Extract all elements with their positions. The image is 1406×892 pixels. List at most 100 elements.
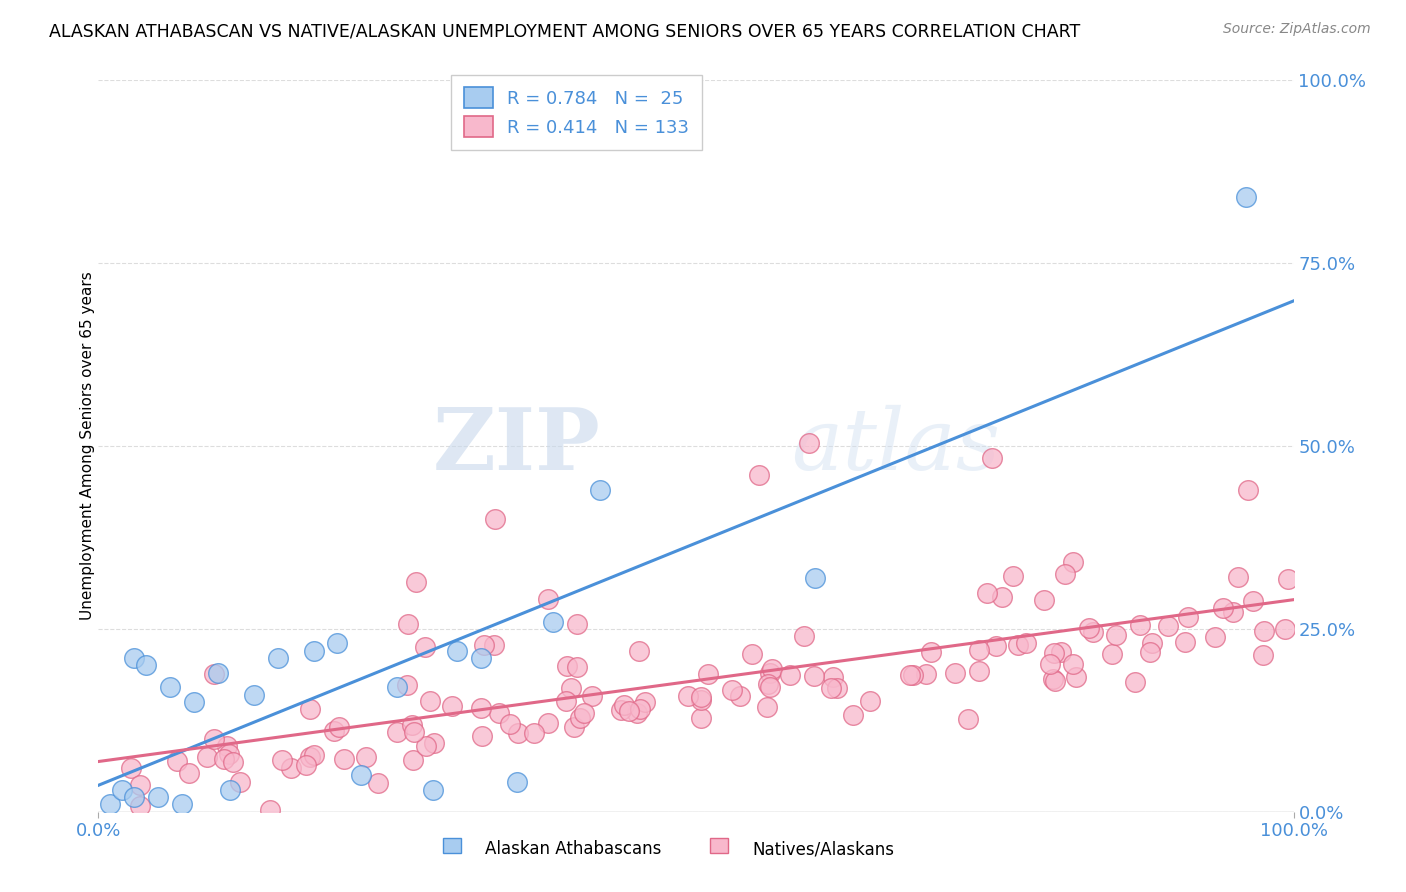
- Point: [628, 702, 651, 716]
- Point: [401, 753, 423, 767]
- Point: [298, 701, 321, 715]
- Point: [1001, 568, 1024, 582]
- Point: [506, 726, 529, 740]
- Point: [354, 750, 377, 764]
- Point: [488, 706, 510, 720]
- Point: [259, 803, 281, 817]
- Point: [821, 670, 844, 684]
- Point: [1139, 645, 1161, 659]
- Point: [690, 692, 713, 706]
- Point: [537, 716, 560, 731]
- Point: [915, 666, 938, 681]
- Point: [721, 683, 744, 698]
- Point: [1204, 631, 1226, 645]
- Point: [1053, 567, 1076, 582]
- Bar: [710, 838, 728, 853]
- Point: [986, 639, 1008, 653]
- Point: [1064, 670, 1087, 684]
- Point: [98, 797, 122, 812]
- Point: [617, 704, 640, 718]
- Point: [207, 665, 229, 680]
- Point: [298, 750, 321, 764]
- Point: [120, 761, 142, 775]
- Point: [124, 790, 146, 805]
- Point: [367, 775, 389, 789]
- Point: [612, 698, 634, 712]
- Y-axis label: Unemployment Among Seniors over 65 years: Unemployment Among Seniors over 65 years: [80, 272, 94, 620]
- Point: [567, 617, 589, 632]
- Point: [1050, 645, 1073, 659]
- Point: [779, 667, 801, 681]
- Point: [229, 775, 252, 789]
- Point: [1237, 483, 1260, 497]
- Bar: [443, 838, 461, 853]
- Point: [401, 718, 423, 732]
- Point: [405, 574, 427, 589]
- Point: [676, 689, 699, 703]
- Point: [920, 645, 942, 659]
- Point: [1222, 605, 1244, 619]
- Point: [634, 695, 657, 709]
- Point: [295, 758, 318, 772]
- Point: [328, 720, 350, 734]
- Point: [1129, 618, 1152, 632]
- Point: [482, 638, 505, 652]
- Point: [825, 681, 848, 695]
- Point: [219, 782, 242, 797]
- Point: [333, 752, 356, 766]
- Point: [148, 790, 170, 805]
- Point: [415, 739, 437, 754]
- Point: [267, 651, 290, 665]
- Point: [1015, 635, 1038, 649]
- Point: [1062, 657, 1084, 671]
- Point: [129, 778, 152, 792]
- Point: [690, 690, 713, 704]
- Text: Source: ZipAtlas.com: Source: ZipAtlas.com: [1223, 22, 1371, 37]
- Point: [499, 717, 522, 731]
- Point: [748, 468, 770, 483]
- Point: [560, 681, 582, 696]
- Point: [1083, 625, 1105, 640]
- Point: [568, 711, 591, 725]
- Point: [419, 694, 441, 708]
- Point: [842, 707, 865, 722]
- Point: [991, 590, 1014, 604]
- Point: [803, 669, 825, 683]
- Point: [1253, 624, 1275, 639]
- Point: [202, 666, 225, 681]
- Point: [446, 644, 468, 658]
- Point: [689, 711, 711, 725]
- Point: [402, 724, 425, 739]
- Point: [440, 699, 463, 714]
- Point: [1101, 647, 1123, 661]
- Point: [322, 724, 344, 739]
- Point: [124, 651, 146, 665]
- Point: [859, 694, 882, 708]
- Point: [804, 571, 827, 585]
- Point: [202, 731, 225, 746]
- Point: [572, 706, 595, 720]
- Point: [484, 512, 506, 526]
- Point: [1277, 573, 1299, 587]
- Point: [385, 681, 409, 695]
- Point: [1174, 635, 1197, 649]
- Point: [135, 658, 157, 673]
- Point: [969, 664, 991, 678]
- Point: [302, 748, 325, 763]
- Point: [1105, 628, 1128, 642]
- Point: [759, 681, 782, 695]
- Point: [793, 629, 815, 643]
- Point: [728, 689, 751, 703]
- Point: [943, 665, 966, 680]
- Point: [741, 647, 763, 661]
- Point: [761, 662, 783, 676]
- Point: [901, 668, 924, 682]
- Text: Alaskan Athabascans: Alaskan Athabascans: [485, 840, 661, 858]
- Point: [1212, 601, 1234, 615]
- Point: [564, 720, 586, 734]
- Point: [195, 749, 218, 764]
- Point: [1039, 657, 1062, 672]
- Point: [217, 739, 239, 753]
- Point: [183, 695, 205, 709]
- Point: [422, 782, 444, 797]
